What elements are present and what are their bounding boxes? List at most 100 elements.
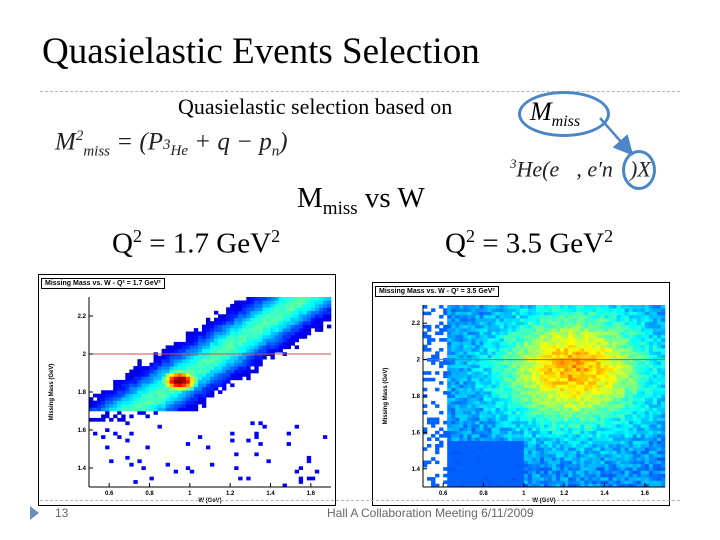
heatmap-cell: [632, 391, 638, 395]
heatmap-cell: [644, 384, 650, 389]
heatmap-cell: [141, 400, 146, 405]
heatmap-cell: [451, 463, 456, 468]
heatmap-cell: [197, 397, 203, 401]
heatmap-cell: [535, 344, 541, 349]
heatmap-cell: [242, 328, 247, 332]
heatmap-cell: [636, 397, 642, 402]
heatmap-cell: [451, 377, 456, 382]
heatmap-cell: [129, 369, 134, 374]
heatmap-cell: [640, 321, 646, 326]
heatmap-cell: [632, 344, 638, 349]
heatmap-cell: [451, 328, 456, 332]
heatmap-cell: [270, 314, 275, 319]
heatmap-cell: [616, 308, 621, 312]
heatmap-cell: [644, 407, 650, 412]
heatmap-cell: [286, 328, 291, 332]
heatmap-cell: [443, 371, 448, 375]
heatmap-cell: [539, 437, 545, 441]
heatmap-cell: [588, 430, 593, 435]
heatmap-cell: [648, 351, 654, 355]
heatmap-cell: [157, 359, 162, 363]
heatmap-cell: [286, 335, 291, 339]
heatmap-cell: [121, 407, 126, 412]
heatmap-cell: [266, 321, 271, 325]
heatmap-cell: [222, 338, 227, 343]
heatmap-cell: [620, 447, 625, 451]
heatmap-cell: [447, 367, 452, 372]
heatmap-cell: [181, 386, 187, 391]
heatmap-cell: [427, 460, 432, 465]
heatmap-cell: [656, 430, 662, 435]
heatmap-cell: [447, 361, 452, 365]
heatmap-cell: [205, 445, 211, 450]
heatmap-cell: [189, 355, 195, 360]
heatmap-cell: [576, 334, 581, 339]
heatmap-cell: [568, 417, 573, 422]
heatmap-cell: [552, 443, 557, 448]
heatmap-cell: [660, 467, 666, 471]
heatmap-cell: [576, 321, 581, 326]
heatmap-cell: [588, 460, 593, 465]
heatmap-cell: [443, 467, 448, 471]
heatmap-cell: [507, 483, 513, 488]
heatmap-cell: [201, 397, 207, 401]
heatmap-cell: [169, 390, 174, 395]
heatmap-cell: [560, 410, 565, 415]
heatmap-cell: [648, 480, 654, 484]
heatmap-cell: [600, 467, 605, 471]
heatmap-cell: [165, 359, 170, 363]
heatmap-cell: [527, 338, 533, 342]
heatmap-cell: [262, 324, 267, 329]
heatmap-cell: [451, 391, 456, 395]
heatmap-cell: [632, 324, 638, 329]
heatmap-cell: [455, 328, 460, 332]
heatmap-cell: [636, 400, 642, 405]
heatmap-cell: [234, 328, 239, 332]
heatmap-cell: [604, 477, 609, 481]
heatmap-cell: [588, 447, 593, 451]
heatmap-cell: [507, 305, 513, 309]
heatmap-cell: [616, 344, 621, 349]
heatmap-cell: [548, 450, 553, 455]
formula-rhs: = (P: [116, 128, 163, 156]
heatmap-cell: [596, 434, 601, 438]
heatmap-cell: [515, 328, 521, 332]
heatmap-cell: [636, 463, 642, 468]
heatmap-cell: [592, 460, 597, 465]
heatmap-cell: [568, 424, 573, 428]
heatmap-cell: [141, 386, 146, 391]
heatmap-cell: [596, 314, 601, 319]
heatmap-cell: [616, 328, 621, 332]
heatmap-cell: [652, 377, 658, 382]
heatmap-cell: [608, 457, 613, 461]
heatmap-cell: [157, 404, 162, 408]
heatmap-cell: [230, 303, 235, 308]
heatmap-cell: [527, 420, 533, 425]
heatmap-cell: [648, 328, 654, 332]
heatmap-cell: [314, 321, 320, 325]
heatmap-cell: [487, 437, 492, 441]
heatmap-cell: [556, 377, 561, 382]
heatmap-cell: [519, 344, 525, 349]
heatmap-cell: [467, 371, 472, 375]
heatmap-cell: [640, 467, 646, 471]
heatmap-cell: [459, 470, 464, 475]
heatmap-cell: [616, 447, 621, 451]
heatmap-cell: [644, 377, 650, 382]
heatmap-cell: [197, 383, 203, 388]
heatmap-cell: [644, 440, 650, 445]
heatmap-cell: [560, 447, 565, 451]
heatmap-cell: [451, 371, 456, 375]
heatmap-cell: [471, 404, 476, 408]
heatmap-cell: [564, 331, 569, 336]
heatmap-cell: [556, 480, 561, 484]
heatmap-cell: [620, 437, 625, 441]
heatmap-cell: [519, 394, 525, 398]
heatmap-cell: [556, 305, 561, 309]
heatmap-cell: [141, 383, 146, 388]
heatmap-cell: [499, 480, 504, 484]
heatmap-cell: [539, 480, 545, 484]
heatmap-cell: [435, 437, 440, 441]
heatmap-cell: [527, 397, 533, 402]
heatmap-cell: [483, 443, 488, 448]
